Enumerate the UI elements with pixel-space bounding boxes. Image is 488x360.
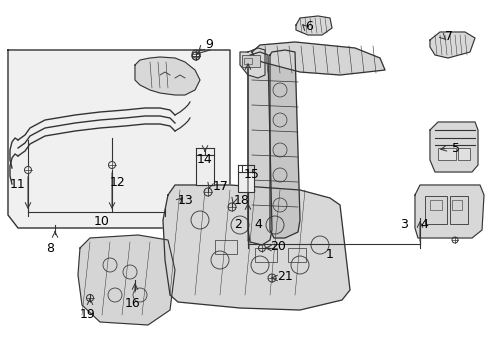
Bar: [451, 200, 461, 210]
Text: 1: 1: [325, 248, 333, 261]
Polygon shape: [163, 185, 349, 310]
Text: 9: 9: [204, 39, 212, 51]
Text: 4: 4: [419, 219, 427, 231]
Bar: [424, 196, 446, 224]
Bar: [449, 196, 467, 224]
Bar: [244, 58, 251, 64]
Text: 20: 20: [269, 240, 285, 253]
Text: 12: 12: [110, 175, 125, 189]
Text: 11: 11: [10, 179, 26, 192]
Polygon shape: [78, 235, 175, 325]
Text: 18: 18: [234, 194, 249, 207]
Polygon shape: [429, 32, 474, 58]
Polygon shape: [247, 52, 271, 245]
Polygon shape: [240, 48, 264, 78]
Text: 4: 4: [253, 219, 262, 231]
Polygon shape: [251, 42, 384, 75]
Bar: [254, 248, 276, 262]
Polygon shape: [429, 122, 477, 172]
Text: 3: 3: [399, 219, 407, 231]
Bar: [437, 148, 455, 160]
Text: 10: 10: [94, 215, 110, 228]
Polygon shape: [414, 185, 483, 238]
Text: 16: 16: [125, 297, 141, 310]
Text: 7: 7: [444, 30, 452, 42]
Bar: [429, 200, 441, 210]
Bar: [215, 240, 237, 254]
Text: 14: 14: [197, 153, 212, 166]
Polygon shape: [135, 57, 200, 95]
Polygon shape: [8, 50, 229, 228]
Polygon shape: [295, 16, 331, 35]
Bar: [238, 172, 253, 192]
Text: 8: 8: [46, 242, 54, 255]
Bar: [287, 248, 305, 262]
Text: 13: 13: [178, 194, 193, 207]
Text: 2: 2: [234, 219, 242, 231]
Bar: [242, 55, 260, 67]
Text: 5: 5: [451, 141, 459, 154]
Text: 6: 6: [305, 19, 312, 32]
Text: 15: 15: [244, 168, 259, 181]
Bar: [457, 148, 469, 160]
Text: 19: 19: [80, 308, 96, 321]
Text: 21: 21: [276, 270, 292, 284]
Text: 17: 17: [213, 180, 228, 194]
Bar: [196, 155, 214, 185]
Polygon shape: [269, 50, 299, 238]
